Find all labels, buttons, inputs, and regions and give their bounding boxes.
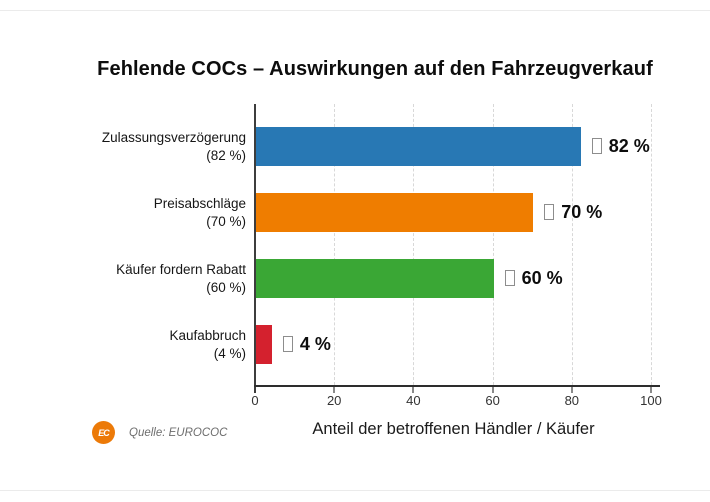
logo-text: EC	[98, 427, 109, 438]
x-tick-60	[491, 387, 494, 393]
missing-glyph-box-icon	[282, 336, 293, 352]
x-tick-label-100: 100	[640, 393, 662, 408]
gridline-60	[492, 104, 494, 385]
category-label-2: Preisabschläge (70 %)	[0, 195, 246, 231]
category-label-4: Kaufabbruch (4 %)	[0, 327, 246, 363]
bar-2	[256, 193, 534, 232]
gridline-80	[571, 104, 573, 385]
gridline-20	[334, 104, 336, 385]
x-tick-label-20: 20	[326, 393, 342, 408]
category-label-1: Zulassungsverzögerung (82 %)	[0, 129, 246, 165]
value-label-2: 70 %	[544, 202, 602, 223]
top-divider	[0, 10, 710, 11]
x-tick-label-60: 60	[485, 393, 500, 408]
missing-glyph-box-icon	[544, 204, 555, 220]
category-name: Preisabschläge	[153, 195, 246, 211]
x-tick-40	[412, 387, 415, 393]
x-tick-label-40: 40	[406, 393, 421, 408]
value-label-1: 82 %	[591, 135, 650, 157]
category-name: Zulassungsverzögerung	[101, 129, 246, 145]
bar-4	[256, 325, 272, 364]
value-label-4: 4 %	[282, 333, 331, 355]
value-text: 70 %	[561, 201, 603, 222]
source-attribution: EC Quelle: EUROCOC	[92, 421, 227, 444]
source-label: Quelle: EUROCOC	[129, 426, 228, 439]
value-text: 60 %	[521, 267, 563, 288]
x-tick-20	[333, 387, 336, 393]
x-tick-label-80: 80	[564, 393, 580, 408]
bar-1	[256, 127, 581, 166]
x-axis-label: Anteil der betroffenen Händler / Käufer	[312, 420, 595, 438]
bar-3	[256, 259, 494, 298]
gridline-100	[651, 104, 652, 385]
missing-glyph-box-icon	[591, 138, 602, 154]
y-axis-line	[254, 104, 256, 393]
category-percent: (70 %)	[206, 213, 246, 229]
value-text: 82 %	[608, 135, 650, 156]
chart-title: Fehlende COCs – Auswirkungen auf den Fah…	[97, 58, 653, 80]
x-tick-100	[650, 387, 652, 393]
x-axis-line	[254, 385, 660, 387]
gridline-40	[413, 104, 415, 385]
category-percent: (60 %)	[206, 279, 246, 295]
category-name: Käufer fordern Rabatt	[116, 261, 246, 277]
category-label-3: Käufer fordern Rabatt (60 %)	[0, 261, 246, 297]
category-name: Kaufabbruch	[169, 327, 246, 343]
category-percent: (82 %)	[206, 147, 246, 163]
missing-glyph-box-icon	[504, 270, 515, 286]
bottom-divider	[0, 490, 710, 491]
category-percent: (4 %)	[213, 345, 246, 361]
x-tick-80	[570, 387, 573, 393]
eurococ-logo-icon: EC	[92, 421, 115, 444]
value-text: 4 %	[299, 333, 331, 354]
x-tick-label-0: 0	[251, 393, 259, 408]
value-label-3: 60 %	[504, 267, 563, 289]
